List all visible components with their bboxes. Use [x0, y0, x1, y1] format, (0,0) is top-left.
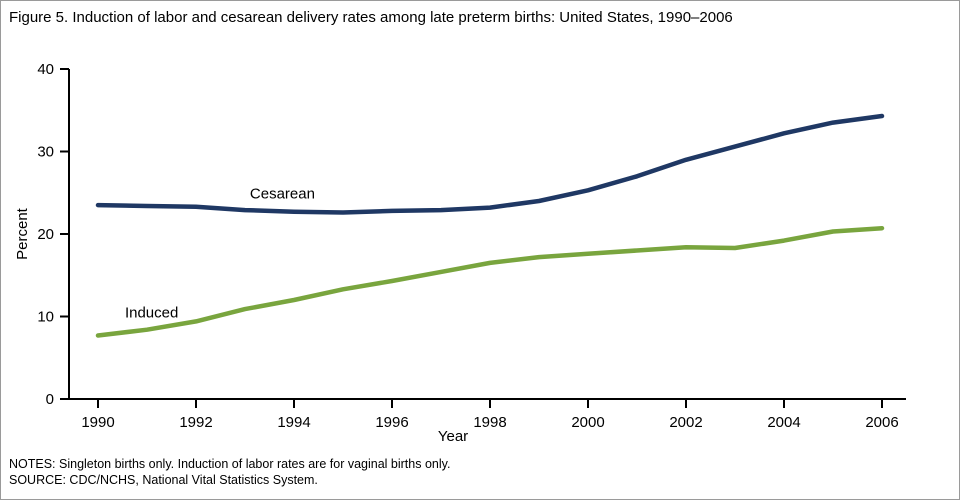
- y-tick-label: 40: [37, 61, 54, 78]
- x-tick-label: 2000: [571, 414, 604, 431]
- series-label-cesarean: Cesarean: [250, 186, 315, 203]
- y-tick-label: 20: [37, 226, 54, 243]
- line-chart: 0 10 20 30 40 1990 1992 1994 1996 1998 2000 2002 200…: [14, 61, 906, 445]
- y-tick-label: 0: [46, 391, 54, 408]
- x-tick-label: 1996: [375, 414, 408, 431]
- x-tick-label: 1990: [81, 414, 114, 431]
- figure-title: Figure 5. Induction of labor and cesarea…: [9, 9, 733, 26]
- notes-text: NOTES: Singleton births only. Induction …: [9, 457, 451, 471]
- x-tick-label: 2006: [865, 414, 898, 431]
- source-text: SOURCE: CDC/NCHS, National Vital Statist…: [9, 473, 318, 487]
- cesarean-line: [95, 113, 885, 215]
- x-axis-label: Year: [438, 428, 468, 445]
- figure-notes: NOTES: Singleton births only. Induction …: [1, 446, 959, 488]
- x-tick-label: 1994: [277, 414, 310, 431]
- y-axis-label: Percent: [14, 207, 31, 260]
- y-tick-label: 30: [37, 144, 54, 161]
- series-label-induced: Induced: [125, 304, 178, 321]
- x-tick-label: 1992: [179, 414, 212, 431]
- x-tick-label: 2002: [669, 414, 702, 431]
- x-tick-label: 1998: [473, 414, 506, 431]
- chart-area: 0 10 20 30 40 1990 1992 1994 1996 1998 2000 2002 200…: [1, 31, 959, 446]
- y-tick-label: 10: [37, 309, 54, 326]
- induced-line: [95, 225, 885, 338]
- x-tick-label: 2004: [767, 414, 800, 431]
